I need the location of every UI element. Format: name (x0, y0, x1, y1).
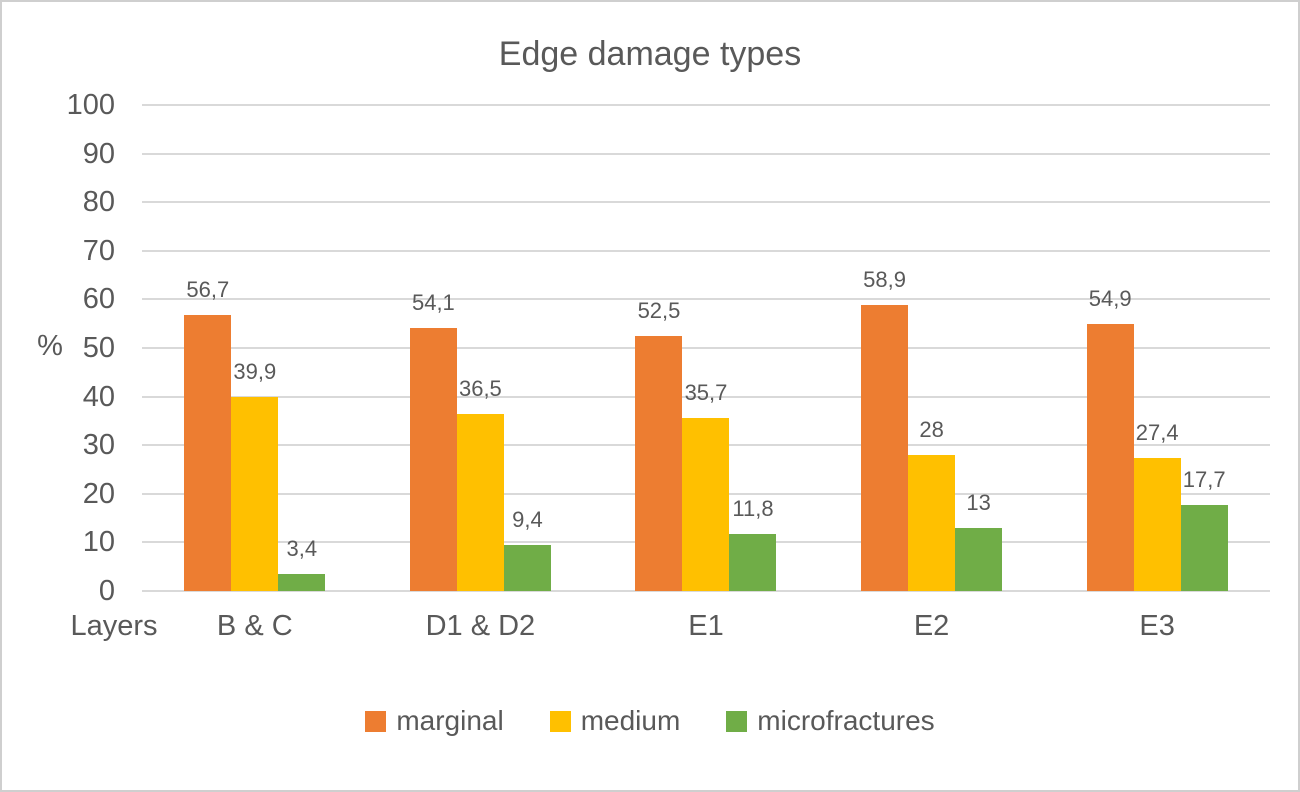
legend-swatch-microfractures (726, 710, 748, 732)
bar-medium (908, 454, 956, 591)
y-axis-tick-label: 80 (82, 186, 115, 219)
bar-microfractures (729, 533, 777, 591)
bar-medium (682, 417, 730, 591)
bar-wrap: 52,5 (635, 105, 683, 591)
bar-wrap: 54,9 (1086, 105, 1134, 591)
legend: marginal medium microfractures (2, 699, 1298, 743)
x-axis-title: Layers (70, 610, 158, 642)
y-axis-tick-label: 20 (82, 477, 115, 510)
bar-value-label: 52,5 (637, 297, 681, 323)
bar-wrap: 54,1 (409, 105, 457, 591)
x-axis-category-labels: B & C D1 & D2 E1 E2 E3 (142, 608, 1270, 644)
bar-value-label: 36,5 (458, 375, 502, 401)
bar-wrap: 36,5 (456, 105, 504, 591)
gridline (142, 201, 1270, 204)
y-axis-tick-label: 90 (82, 137, 115, 170)
bar-wrap: 35,7 (682, 105, 730, 591)
bar-microfractures (1180, 504, 1228, 591)
bar-value-label: 27,4 (1135, 419, 1179, 445)
bar-marginal (409, 328, 457, 591)
chart-title: Edge damage types (498, 35, 802, 73)
bar-value-label: 11,8 (732, 495, 774, 521)
legend-item-microfractures: microfractures (726, 703, 935, 739)
bar-value-label: 13 (966, 489, 991, 515)
legend-item-marginal: marginal (365, 703, 504, 739)
gridline (142, 298, 1270, 301)
gridline (142, 104, 1270, 106)
legend-label: microfractures (757, 705, 935, 736)
legend-label: marginal (396, 705, 504, 736)
y-axis-tick-label: 50 (82, 332, 115, 364)
bar-group-d1-d2: 54,1 36,5 9,4 (368, 105, 594, 591)
bar-wrap: 28 (908, 105, 956, 591)
y-axis-tick-label: 30 (82, 429, 115, 462)
bar-value-label: 54,9 (1088, 286, 1132, 312)
y-axis-tick-label: 40 (82, 380, 115, 413)
x-axis-category-label: D1 & D2 (425, 610, 536, 642)
bar-wrap: 39,9 (231, 105, 279, 591)
x-axis-category-label: E3 (1139, 610, 1175, 642)
bar-wrap: 3,4 (278, 105, 326, 591)
bar-wrap: 17,7 (1180, 105, 1228, 591)
bar-value-label: 35,7 (684, 379, 728, 405)
y-axis-tick-label: 10 (82, 526, 115, 559)
bar-groups: 56,7 39,9 3,4 54,1 36,5 9,4 52,5 35,7 11,8 58,9 28… (142, 105, 1270, 591)
bar-medium (1133, 457, 1181, 591)
bar-value-label: 9,4 (512, 507, 543, 533)
y-axis-title: % (37, 330, 63, 362)
gridline (142, 249, 1270, 252)
bar-microfractures (278, 574, 326, 591)
legend-label: medium (580, 705, 681, 736)
bar-group-e3: 54,9 27,4 17,7 (1044, 105, 1270, 591)
bar-value-label: 17,7 (1182, 466, 1226, 492)
legend-swatch-marginal (365, 710, 387, 732)
y-axis-tick-label: 0 (98, 575, 115, 607)
bar-marginal (184, 315, 232, 591)
bar-microfractures (955, 527, 1003, 591)
bar-wrap: 9,4 (503, 105, 551, 591)
bar-wrap: 27,4 (1133, 105, 1181, 591)
gridline (142, 590, 1270, 592)
bar-value-label: 3,4 (286, 536, 318, 562)
y-axis-tick-label: 60 (82, 283, 115, 316)
bar-value-label: 58,9 (863, 266, 906, 292)
y-axis-tick-label: 70 (82, 234, 115, 267)
bar-wrap: 58,9 (861, 105, 909, 591)
x-axis-category-label: B & C (216, 610, 293, 642)
plot-area: 56,7 39,9 3,4 54,1 36,5 9,4 52,5 35,7 11,8 58,9 28… (142, 104, 1270, 592)
y-axis-tick-labels: 0 10 20 30 40 50 60 70 80 90 100 (2, 89, 115, 607)
x-axis-category-label: E1 (688, 610, 724, 642)
bar-medium (231, 397, 279, 591)
gridline (142, 395, 1270, 398)
bar-group-e1: 52,5 35,7 11,8 (593, 105, 819, 591)
bar-wrap: 11,8 (729, 105, 777, 591)
legend-item-medium: medium (549, 703, 681, 739)
bar-marginal (635, 335, 683, 591)
bar-microfractures (503, 545, 551, 591)
bar-wrap: 13 (955, 105, 1003, 591)
bar-value-label: 28 (919, 416, 944, 442)
bar-group-e2: 58,9 28 13 (819, 105, 1045, 591)
gridline (142, 347, 1270, 349)
bar-value-label: 54,1 (411, 290, 455, 316)
y-axis-tick-label: 100 (66, 89, 115, 121)
bar-marginal (1086, 324, 1134, 591)
x-axis-category-label: E2 (913, 610, 950, 642)
bar-group-b-c: 56,7 39,9 3,4 (142, 105, 368, 591)
bar-value-label: 56,7 (186, 277, 230, 303)
bar-medium (456, 413, 504, 591)
bar-value-label: 39,9 (233, 359, 277, 385)
gridline (142, 152, 1270, 155)
legend-swatch-medium (549, 710, 571, 732)
bar-marginal (861, 304, 909, 591)
bar-wrap: 56,7 (184, 105, 232, 591)
